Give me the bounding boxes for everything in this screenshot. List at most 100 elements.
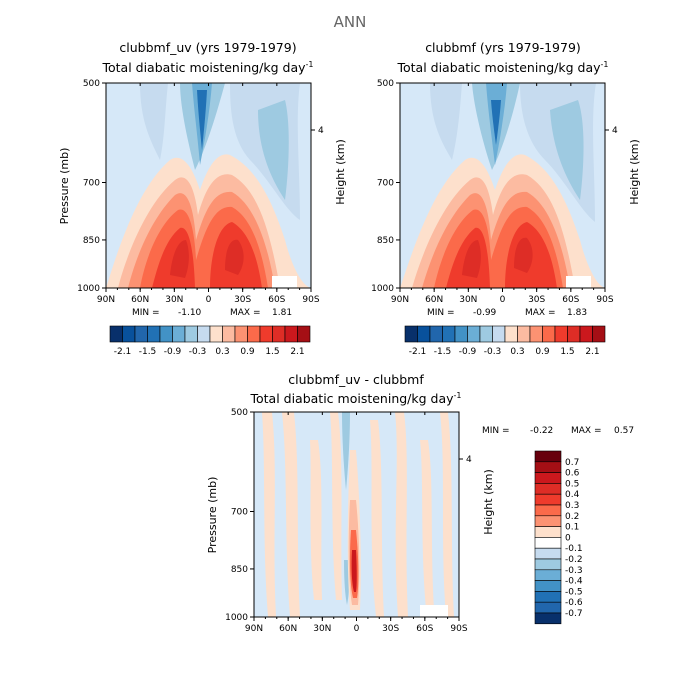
colorbar-label: 0.4 — [565, 490, 580, 500]
stats: MIN = -0.99 MAX = 1.83 — [427, 308, 587, 318]
colorbar-box — [479, 325, 493, 343]
colorbar-label: -1.5 — [434, 347, 452, 357]
colorbar-label: -0.6 — [565, 598, 583, 608]
y2-tick-label: 4 — [612, 126, 618, 136]
colorbar-box — [567, 325, 581, 343]
colorbar-box — [534, 461, 562, 473]
colorbar-label: 0.2 — [565, 512, 579, 522]
contour-neg-center-3 — [491, 100, 501, 145]
x-tick-label: 90N — [245, 624, 263, 634]
y-tick-label: 850 — [83, 236, 100, 246]
contour-field — [254, 412, 459, 617]
colorbar-box — [534, 547, 562, 560]
panel-subtitle: Total diabatic moistening/kg day-1 — [396, 60, 608, 75]
x-tick-label: 0 — [354, 624, 360, 634]
colorbar-label: -1.5 — [139, 347, 157, 357]
panel-title: clubbmf (yrs 1979-1979) — [425, 40, 581, 55]
y2-tick-label: 4 — [318, 126, 324, 136]
colorbar-label: 0.3 — [510, 347, 524, 357]
panel-subtitle: Total diabatic moistening/kg day-1 — [249, 391, 461, 406]
colorbar-box — [517, 325, 531, 343]
colorbar-label: -0.3 — [484, 347, 502, 357]
colorbar-label: -0.2 — [565, 555, 583, 565]
svg-text:-0.99: -0.99 — [473, 308, 497, 318]
colorbar-box — [454, 325, 468, 343]
panel-clubbmf-uv: clubbmf_uv (yrs 1979-1979) Total diabati… — [58, 40, 347, 357]
colorbar: -2.1 -1.5 -0.9 -0.3 0.3 0.9 1.5 2.1 — [109, 325, 311, 357]
x-tick-label: 90N — [97, 295, 115, 305]
contour-neg-left — [140, 83, 168, 160]
y-axis-label: Pressure (mb) — [58, 148, 71, 225]
y-axis-label: Pressure (mb) — [206, 477, 219, 554]
stats: MIN = -0.22 MAX = 0.57 — [482, 426, 634, 436]
colorbar-box — [504, 325, 518, 343]
colorbar-box — [534, 580, 562, 592]
colorbar-label: 1.5 — [265, 347, 279, 357]
colorbar-box — [534, 493, 562, 506]
svg-text:MAX =: MAX = — [525, 308, 556, 318]
colorbar-box — [172, 325, 186, 343]
colorbar-box — [122, 325, 136, 343]
colorbar-box — [534, 558, 562, 571]
svg-text:-1.10: -1.10 — [178, 308, 202, 318]
panel-title: clubbmf_uv - clubbmf — [288, 372, 424, 387]
colorbar-box — [259, 325, 273, 343]
colorbar-box — [284, 325, 298, 343]
stats: MIN = -1.10 MAX = 1.81 — [132, 308, 292, 318]
y-tick-label: 700 — [377, 179, 394, 189]
svg-text:MIN =: MIN = — [132, 308, 160, 318]
panel-difference: clubbmf_uv - clubbmf Total diabatic mois… — [206, 372, 634, 634]
colorbar-label: 0.5 — [565, 479, 579, 489]
colorbar-label: -0.9 — [164, 347, 182, 357]
contour-neg-center-3 — [197, 90, 207, 150]
colorbar-label: -0.1 — [565, 544, 583, 554]
colorbar-label: 0.3 — [565, 501, 579, 511]
missing-data — [420, 605, 448, 617]
colorbar-box — [222, 325, 236, 343]
svg-text:1.81: 1.81 — [272, 308, 292, 318]
colorbar-label: 0.9 — [240, 347, 255, 357]
contour-pos-band — [310, 440, 322, 600]
x-tick-label: 90S — [596, 295, 613, 305]
missing-data — [272, 276, 297, 288]
colorbar-box — [534, 612, 562, 625]
colorbar-box — [467, 325, 481, 343]
y2-axis-label: Height (km) — [628, 139, 641, 205]
colorbar-box — [534, 526, 562, 538]
colorbar-label: 1.5 — [560, 347, 574, 357]
contour-neg-right-2 — [258, 100, 289, 200]
colorbar-label: -0.9 — [459, 347, 477, 357]
colorbar-label: -2.1 — [114, 347, 132, 357]
colorbar-box — [534, 601, 562, 614]
colorbar-box — [429, 325, 443, 343]
contour-neg-center — [342, 412, 350, 490]
contour-pos-4 — [351, 550, 357, 592]
y-tick-label: 500 — [231, 408, 248, 418]
x-tick-label: 30N — [459, 295, 477, 305]
x-tick-label: 0 — [500, 295, 506, 305]
colorbar-box — [534, 515, 562, 527]
x-tick-label: 60N — [279, 624, 297, 634]
colorbar-box — [109, 325, 123, 343]
colorbar-box — [534, 504, 562, 517]
x-tick-label: 30S — [234, 295, 251, 305]
contour-pos-6 — [462, 237, 533, 278]
colorbar-label: 0.6 — [565, 469, 580, 479]
colorbar-label: 0.9 — [535, 347, 550, 357]
x-tick-label: 60S — [416, 624, 433, 634]
y2-axis-label: Height (km) — [482, 469, 495, 535]
colorbar-box — [534, 472, 562, 484]
colorbar-label: 2.1 — [585, 347, 599, 357]
colorbar-label: 0.3 — [215, 347, 229, 357]
y-tick-label: 500 — [377, 79, 394, 89]
contour-field — [106, 83, 311, 288]
page-title: ANN — [334, 13, 367, 31]
colorbar-box — [529, 325, 543, 343]
colorbar-label: -2.1 — [409, 347, 427, 357]
contour-pos-band — [440, 412, 454, 617]
colorbar-box — [197, 325, 211, 343]
x-tick-label: 90S — [450, 624, 467, 634]
y-tick-label: 1000 — [77, 284, 100, 294]
colorbar: -2.1 -1.5 -0.9 -0.3 0.3 0.9 1.5 2.1 — [404, 325, 606, 357]
